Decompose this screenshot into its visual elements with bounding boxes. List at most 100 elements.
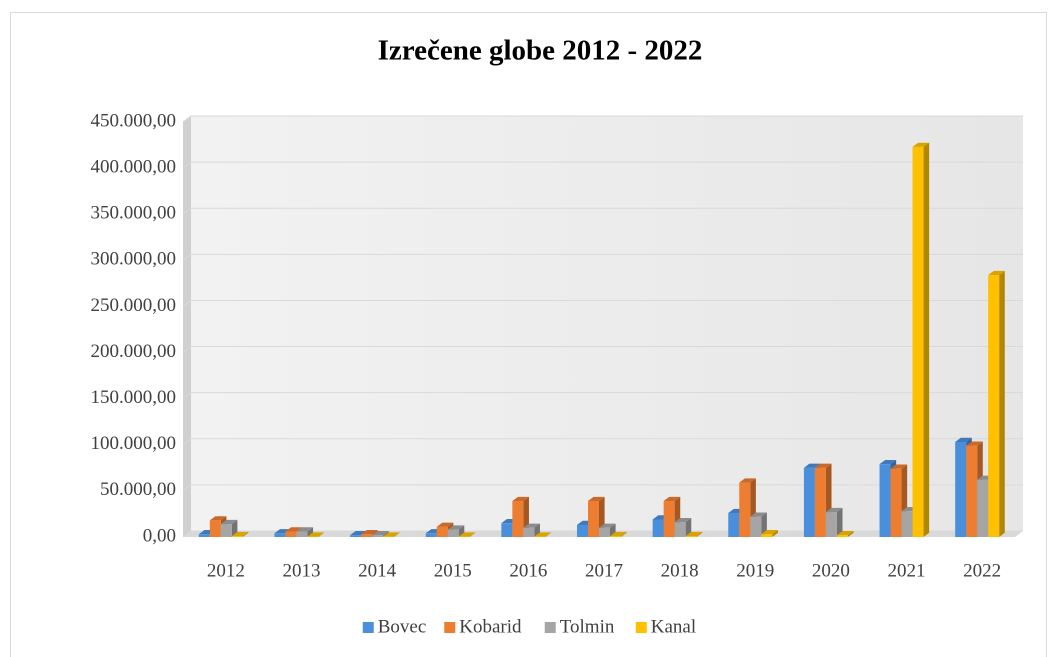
bar-side	[307, 527, 314, 537]
bar	[501, 523, 513, 537]
bar-side	[231, 519, 238, 537]
bar-3d	[534, 532, 551, 537]
bar-top	[231, 531, 249, 537]
bar-3d	[383, 532, 400, 537]
grid-line	[182, 392, 1023, 400]
y-tick-label: 0,00	[143, 525, 176, 546]
bar-top	[663, 496, 681, 502]
bar-top	[988, 270, 1005, 276]
legend-swatch	[362, 622, 374, 633]
bar-side	[318, 532, 325, 537]
bar	[512, 501, 524, 537]
bar	[674, 522, 686, 537]
bar	[425, 533, 437, 537]
bar-top	[599, 523, 616, 528]
grid-line	[182, 346, 1023, 353]
y-tick-label: 450.000,00	[91, 110, 177, 131]
bar	[966, 445, 978, 537]
bar	[825, 512, 837, 537]
bar	[350, 535, 362, 537]
bar-side	[696, 531, 703, 537]
bar	[685, 536, 697, 537]
grid-line	[182, 438, 1023, 446]
bar-3d	[447, 525, 465, 537]
bar-3d	[296, 527, 314, 537]
bar-side	[458, 525, 465, 537]
bar	[836, 535, 848, 537]
bar-3d	[750, 512, 767, 537]
bar	[231, 536, 243, 537]
chart-title: Izrečene globe 2012 - 2022	[378, 35, 703, 67]
bar-side	[772, 530, 778, 537]
bar-top	[674, 518, 692, 523]
bar	[901, 511, 913, 537]
bar	[955, 442, 967, 537]
bar	[879, 464, 891, 537]
bar-side	[242, 531, 249, 537]
bar-top	[610, 531, 627, 537]
bar-top	[296, 527, 314, 532]
bar-top	[350, 530, 367, 536]
bar-top	[912, 142, 930, 147]
bar-top	[588, 496, 605, 502]
bar	[198, 534, 210, 537]
bar	[912, 146, 924, 537]
legend-label: Tolmin	[560, 616, 615, 637]
bar	[977, 479, 989, 537]
x-tick-label: 2016	[509, 560, 547, 581]
x-tick-label: 2021	[888, 560, 926, 581]
bar	[652, 519, 664, 537]
bar	[890, 468, 902, 537]
grid-line	[182, 253, 1023, 261]
bar-top	[890, 464, 908, 469]
bar	[750, 516, 762, 537]
y-tick-label: 300.000,00	[91, 249, 177, 270]
grid-line	[182, 299, 1023, 307]
bar	[577, 525, 588, 537]
bar-top	[436, 522, 454, 527]
y-tick-label: 150.000,00	[91, 387, 177, 408]
bar-top	[750, 512, 767, 517]
bar-top	[285, 527, 303, 532]
bar-top	[274, 529, 292, 534]
bar-top	[458, 532, 476, 537]
x-tick-label: 2019	[736, 560, 774, 581]
bar	[372, 535, 384, 537]
bar-3d	[761, 530, 778, 537]
bar-3d	[836, 530, 854, 537]
bar	[588, 501, 599, 537]
x-tick-label: 2013	[282, 560, 320, 581]
bar-top	[836, 530, 854, 536]
grid-line	[182, 115, 1023, 123]
back-wall	[191, 116, 1023, 531]
bar-side	[685, 518, 692, 537]
bar-side	[621, 531, 627, 537]
x-tick-label: 2012	[207, 560, 245, 581]
x-tick-label: 2018	[661, 560, 699, 581]
x-tick-label: 2020	[812, 560, 850, 581]
x-tick-label: 2014	[358, 560, 397, 581]
bar-top	[383, 532, 400, 537]
bar-3d	[685, 531, 703, 537]
y-tick-label: 100.000,00	[91, 433, 177, 454]
bar-side	[999, 270, 1005, 537]
bar	[663, 501, 675, 537]
bar-top	[955, 437, 972, 443]
bar-top	[209, 516, 227, 521]
bar-top	[966, 441, 983, 446]
x-tick-label: 2015	[434, 560, 472, 581]
bar-top	[814, 463, 832, 468]
bar-top	[220, 519, 238, 525]
bar	[988, 275, 1000, 537]
bar-3d	[220, 519, 238, 537]
legend-swatch	[544, 622, 556, 633]
bar-top	[825, 507, 843, 513]
bar	[814, 467, 826, 537]
bar	[803, 467, 815, 537]
x-tick-label: 2022	[963, 560, 1001, 581]
bar-top	[761, 530, 778, 535]
bar-top	[361, 530, 378, 535]
bar-top	[307, 532, 325, 537]
bar-top	[803, 463, 821, 468]
